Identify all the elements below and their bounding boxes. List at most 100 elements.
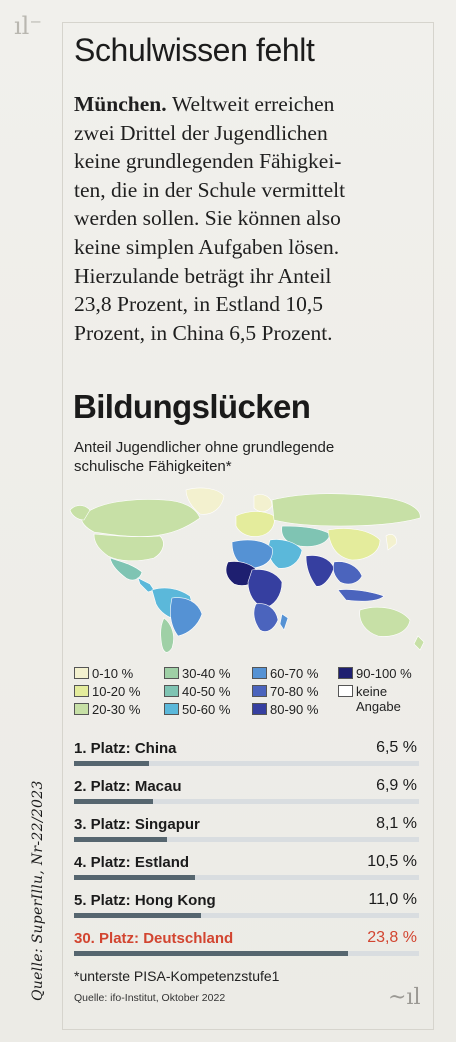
article-line: Prozent, in China 6,5 Prozent. xyxy=(74,320,333,345)
ranking-bar xyxy=(74,951,348,956)
map-india xyxy=(305,555,335,587)
map-madagascar xyxy=(279,613,289,631)
map-brazil xyxy=(170,597,203,637)
pencil-scribble: ıl⁻ xyxy=(14,12,43,40)
legend-item: 0-10 % xyxy=(74,666,133,681)
ranking-label: 30. Platz: Deutschland xyxy=(74,930,234,947)
ranking-bar xyxy=(74,875,195,880)
ranking-value: 11,0 % xyxy=(368,891,417,908)
clipping-border xyxy=(62,22,434,1030)
ranking-bar xyxy=(74,913,201,918)
legend-swatch xyxy=(164,685,179,697)
legend-label: 20-30 % xyxy=(92,702,141,717)
map-mexico xyxy=(109,557,143,581)
legend-item: 90-100 % xyxy=(338,666,412,681)
article-line: keine grundlegenden Fähigkei- xyxy=(74,149,342,174)
legend-label: 50-60 % xyxy=(182,702,231,717)
map-china xyxy=(327,528,381,561)
map-europe xyxy=(235,511,275,537)
legend-swatch xyxy=(74,685,89,697)
legend-swatch xyxy=(252,667,267,679)
article-line: 23,8 Prozent, in Estland 10,5 xyxy=(74,292,324,317)
article-headline: Schulwissen fehlt xyxy=(74,32,315,68)
article-body: München. Weltweit erreichen zwei Drittel… xyxy=(74,90,414,347)
article-line: werden sollen. Sie können also xyxy=(74,206,341,231)
legend-item: 70-80 % xyxy=(252,684,318,699)
footnote: *unterste PISA-Kompetenzstufe1 xyxy=(74,968,280,984)
map-usa xyxy=(93,533,164,562)
legend-swatch xyxy=(164,703,179,715)
legend-swatch xyxy=(338,667,353,679)
map-southern-cone xyxy=(160,617,174,653)
ranking-value: 10,5 % xyxy=(367,853,417,870)
article-line: zwei Drittel der Jugendlichen xyxy=(74,120,328,145)
legend-label: 70-80 % xyxy=(270,684,319,699)
ranking-bar-track xyxy=(74,875,419,880)
legend-label: 60-70 % xyxy=(270,666,319,681)
ranking-bar-track xyxy=(74,837,419,842)
map-central-america xyxy=(137,577,155,593)
ranking-label: 4. Platz: Estland xyxy=(74,854,190,871)
ranking-value: 6,9 % xyxy=(376,777,417,794)
map-russia xyxy=(271,493,421,527)
legend-label: 10-20 % xyxy=(92,684,141,699)
ranking-label: 2. Platz: Macau xyxy=(74,778,182,795)
ranking-bar-track xyxy=(74,951,419,956)
ranking-bar-track xyxy=(74,761,419,766)
map-central-africa xyxy=(247,569,283,609)
subtitle-line: schulische Fähigkeiten* xyxy=(74,458,232,475)
dateline: München. xyxy=(74,92,167,116)
ranking-bar xyxy=(74,761,149,766)
legend-swatch xyxy=(338,685,353,697)
graphic-title: Bildungslücken xyxy=(73,388,311,425)
article-line: ten, die in der Schule vermittelt xyxy=(74,177,346,202)
article-line: keine simplen Aufgaben lösen. xyxy=(74,234,340,259)
article-line: Hierzulande beträgt ihr Anteil xyxy=(74,263,332,288)
legend-item: 20-30 % xyxy=(74,702,140,717)
handwritten-note: Quelle: SuperIllu, Nr-22/2023 xyxy=(8,775,68,1015)
ranking-value: 6,5 % xyxy=(376,739,417,756)
legend-item: 30-40 % xyxy=(164,666,230,681)
legend-swatch xyxy=(74,703,89,715)
world-map xyxy=(69,487,425,653)
map-alaska xyxy=(69,505,91,521)
ranking-row: 30. Platz: Deutschland 23,8 % xyxy=(74,926,419,956)
legend-label: 0-10 % xyxy=(92,666,134,681)
ranking-row: 1. Platz: China 6,5 % xyxy=(74,736,419,766)
ranking-label: 3. Platz: Singapur xyxy=(74,816,200,833)
map-japan xyxy=(385,534,397,551)
ranking-bar-track xyxy=(74,913,419,918)
legend-label: 40-50 % xyxy=(182,684,231,699)
ranking-label: 5. Platz: Hong Kong xyxy=(74,892,216,909)
legend-label: keine Angabe xyxy=(356,684,401,714)
map-southeast-asia xyxy=(332,561,363,585)
legend-swatch xyxy=(252,703,267,715)
map-southern-africa xyxy=(253,603,279,632)
ranking-row: 5. Platz: Hong Kong 11,0 % xyxy=(74,888,419,918)
legend-label: 80-90 % xyxy=(270,702,319,717)
ranking-bar xyxy=(74,799,154,804)
subtitle-line: Anteil Jugendlicher ohne grundlegende xyxy=(74,439,335,456)
legend-swatch xyxy=(164,667,179,679)
map-legend: 0-10 % 10-20 % 20-30 % 30-40 % 40-50 % 5… xyxy=(74,666,424,730)
ranking-row: 2. Platz: Macau 6,9 % xyxy=(74,774,419,804)
legend-label: 30-40 % xyxy=(182,666,231,681)
ranking-value: 23,8 % xyxy=(367,929,417,946)
map-greenland xyxy=(185,487,225,515)
legend-swatch xyxy=(74,667,89,679)
source-line: Quelle: ifo-Institut, Oktober 2022 xyxy=(74,992,226,1004)
map-scandinavia xyxy=(253,494,273,512)
map-canada xyxy=(81,499,201,537)
legend-item: keine Angabe xyxy=(338,684,401,714)
legend-item: 10-20 % xyxy=(74,684,140,699)
ranking-label: 1. Platz: China xyxy=(74,740,177,757)
legend-item: 60-70 % xyxy=(252,666,318,681)
legend-swatch xyxy=(252,685,267,697)
article-line-1: München. Weltweit erreichen xyxy=(74,92,335,116)
legend-label: 90-100 % xyxy=(356,666,412,681)
legend-item: 40-50 % xyxy=(164,684,230,699)
map-new-zealand xyxy=(413,635,425,651)
map-central-asia xyxy=(281,525,331,547)
ranking-bar-track xyxy=(74,799,419,804)
pencil-scribble-bottom: ~ıl xyxy=(388,985,421,1010)
